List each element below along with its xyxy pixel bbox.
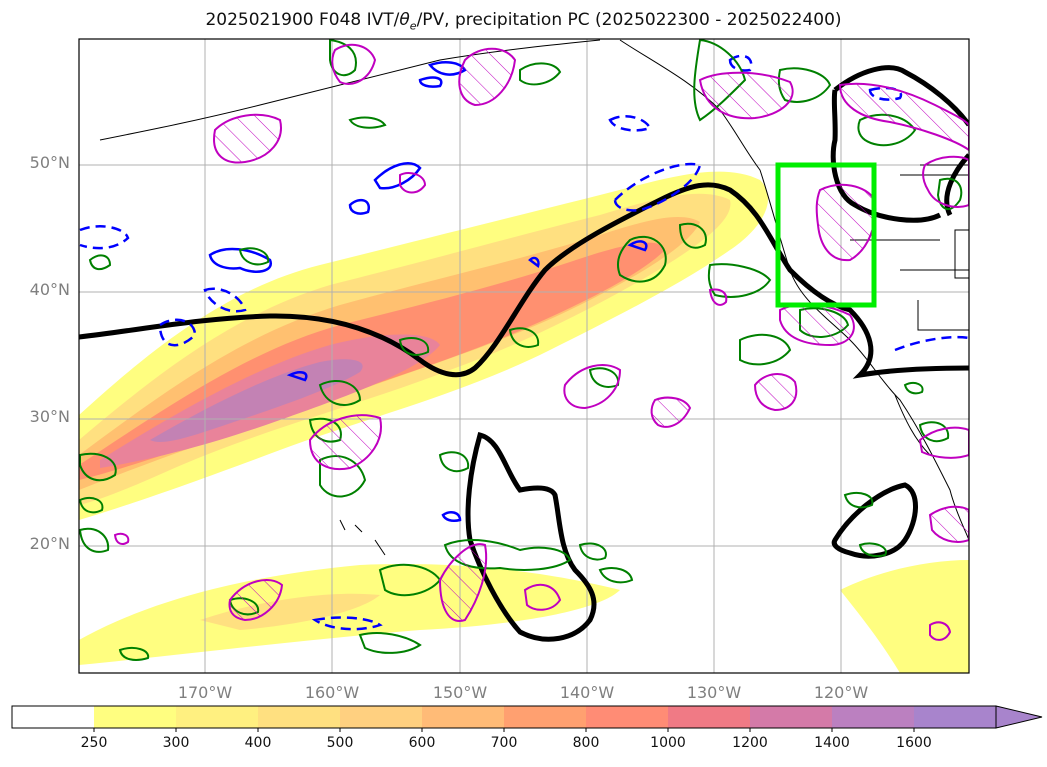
map-frame: [78, 38, 970, 674]
lon-label-140w: 140°W: [559, 683, 615, 702]
lat-label-20n: 20°N: [29, 534, 70, 553]
colorbar-segment: [586, 706, 668, 728]
lat-label-30n: 30°N: [29, 407, 70, 426]
colorbar-tick-label: 600: [408, 735, 436, 751]
colorbar-segment: [914, 706, 996, 728]
lon-label-160w: 160°W: [304, 683, 360, 702]
colorbar-tick-label: 500: [326, 735, 354, 751]
graticule: [79, 39, 969, 673]
colorbar-tick-label: 700: [490, 735, 518, 751]
lon-label-130w: 130°W: [686, 683, 742, 702]
coastlines: [99, 39, 969, 556]
lon-label-170w: 170°W: [177, 683, 233, 702]
colorbar-segment: [832, 706, 914, 728]
colorbar-tick-label: 250: [80, 735, 108, 751]
page-title: 2025021900 F048 IVT/θe/PV, precipitation…: [205, 10, 842, 33]
colorbar-segment: [340, 706, 422, 728]
ivt-shading: [79, 171, 969, 673]
colorbar-tick-label: 1600: [896, 735, 932, 751]
colorbar-tick-label: 1400: [814, 735, 850, 751]
target-region-box: [775, 162, 877, 308]
lat-label-50n: 50°N: [29, 153, 70, 172]
colorbar-extend-arrow: [995, 705, 1043, 729]
lon-label-150w: 150°W: [432, 683, 488, 702]
colorbar-segment: [422, 706, 504, 728]
colorbar-segment: [176, 706, 258, 728]
colorbar-segment: [750, 706, 832, 728]
colorbar-segment: [94, 706, 176, 728]
lon-label-120w: 120°W: [813, 683, 869, 702]
colorbar-tick-label: 300: [162, 735, 190, 751]
pv-contours: [79, 65, 969, 642]
colorbar-tick-label: 400: [244, 735, 272, 751]
colorbar-segment: [258, 706, 340, 728]
colorbar-segment: [668, 706, 750, 728]
colorbar-tick-label: 1200: [732, 735, 768, 751]
colorbar: [11, 705, 1043, 732]
precip-magenta-contours: [113, 43, 969, 641]
colorbar-segment: [504, 706, 586, 728]
lat-label-40n: 40°N: [29, 280, 70, 299]
colorbar-tick-label: 800: [572, 735, 600, 751]
colorbar-segment: [12, 706, 94, 728]
map-area: [79, 39, 969, 673]
colorbar-tick-label: 1000: [650, 735, 686, 751]
